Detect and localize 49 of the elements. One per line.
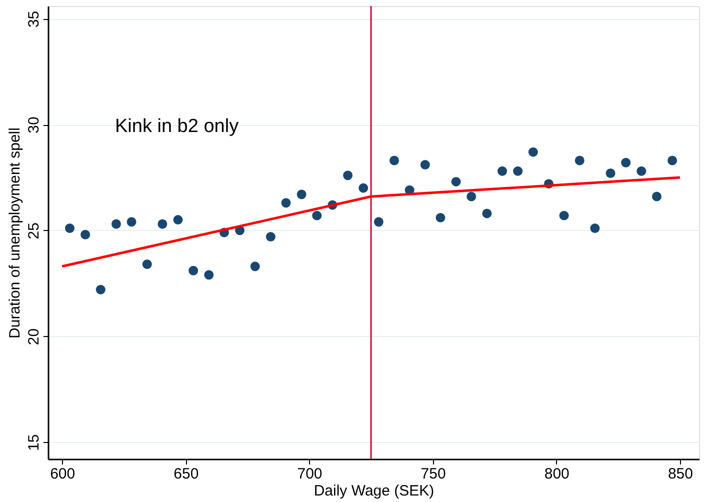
point [436, 212, 446, 222]
point [390, 156, 400, 166]
point [528, 147, 538, 157]
y-axis-title: Duration of unemployment spell [6, 128, 24, 338]
x-tick-label: 750 [420, 466, 446, 482]
y-tick-label: 35 [26, 10, 42, 28]
point [312, 210, 322, 220]
x-tick-label: 700 [297, 466, 322, 482]
point [652, 192, 662, 202]
point [451, 176, 461, 186]
x-tick-label: 650 [174, 466, 199, 482]
y-tick-label: 20 [26, 328, 42, 346]
x-tick-label: 850 [668, 466, 693, 482]
point [188, 266, 198, 276]
point [126, 217, 136, 227]
point [621, 158, 631, 168]
x-tick-label: 600 [50, 466, 76, 482]
point [80, 230, 90, 240]
point [374, 217, 384, 227]
y-tick-label: 30 [26, 116, 42, 134]
point [266, 232, 276, 242]
point [111, 219, 121, 229]
point [281, 198, 291, 208]
point [173, 215, 183, 225]
point [498, 166, 508, 176]
point [574, 156, 584, 166]
annotation: Kink in b2 only [115, 116, 240, 137]
point [420, 160, 430, 170]
point [142, 260, 152, 269]
point [65, 224, 74, 233]
point [158, 219, 168, 229]
y-tick-label: 25 [26, 222, 42, 240]
point [482, 208, 492, 218]
x-tick-label: 800 [544, 466, 570, 482]
point [636, 166, 646, 176]
point [250, 262, 260, 272]
point [343, 170, 353, 180]
point [296, 190, 306, 200]
point [204, 270, 214, 280]
point [590, 224, 600, 233]
point [668, 156, 678, 166]
point [513, 166, 523, 176]
point [466, 192, 476, 202]
point [358, 183, 368, 193]
point [606, 168, 616, 178]
point [96, 284, 106, 294]
x-axis-title: Daily Wage (SEK) [314, 482, 434, 500]
point [559, 210, 569, 220]
y-tick-label: 15 [26, 434, 42, 451]
